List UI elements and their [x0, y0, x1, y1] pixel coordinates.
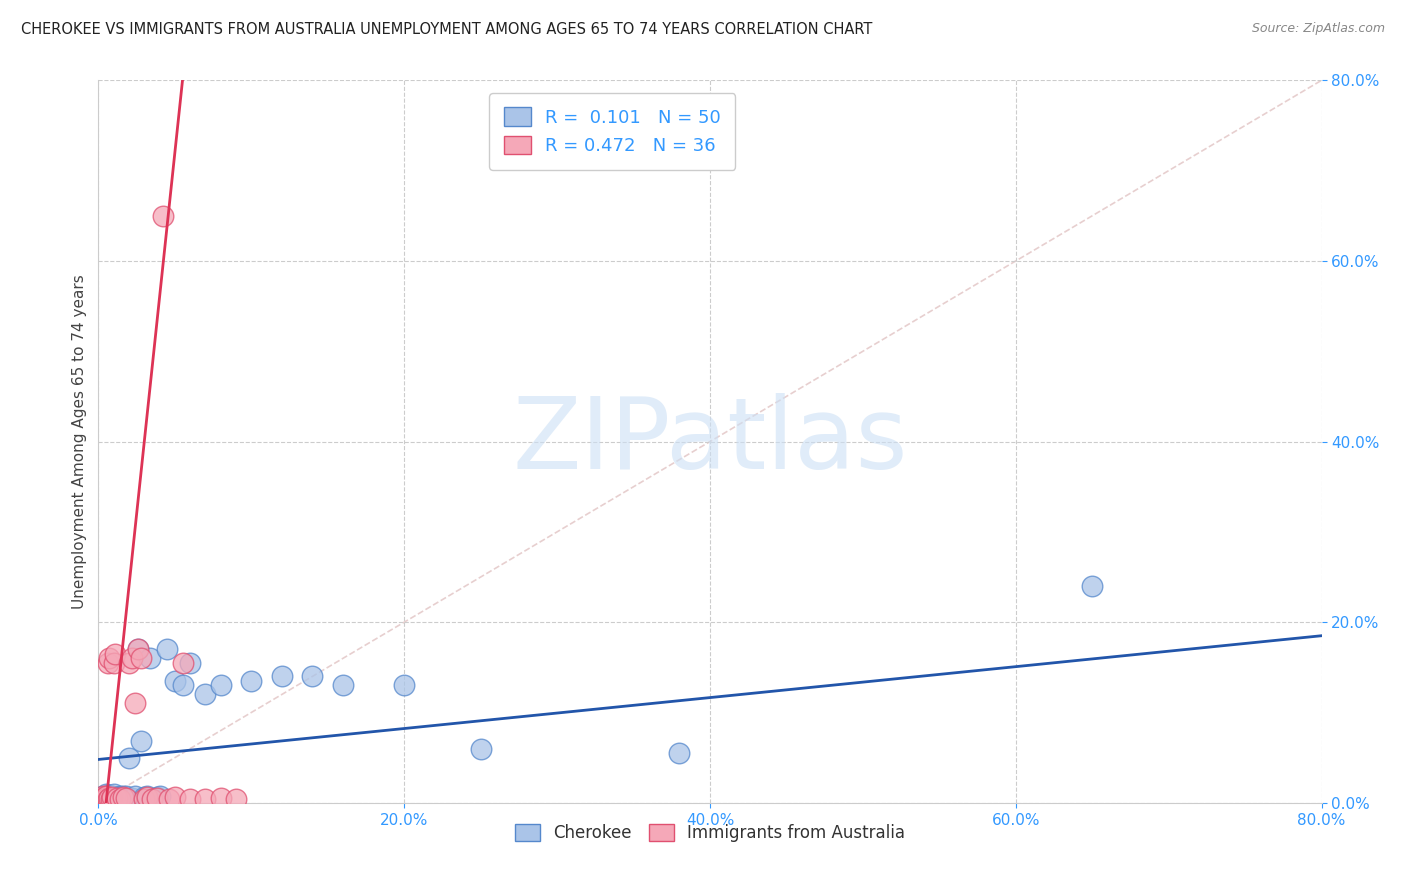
Point [101, 792, 124, 806]
Point [124, 697, 146, 711]
Point [194, 792, 217, 806]
Point [103, 791, 125, 805]
Point [110, 790, 132, 805]
Point [105, 791, 128, 805]
Point [112, 791, 135, 805]
Point [97, 792, 120, 806]
Point [94, 791, 117, 805]
Point [104, 647, 127, 661]
Point [141, 792, 163, 806]
Point [111, 790, 134, 805]
Point [91, 791, 114, 805]
Point [172, 656, 194, 670]
Point [117, 792, 139, 806]
Point [127, 642, 149, 657]
Point [97, 789, 120, 804]
Point [225, 792, 247, 806]
Point [240, 673, 263, 688]
Point [142, 792, 165, 806]
Point [209, 791, 232, 805]
Point [301, 669, 323, 683]
Point [118, 656, 141, 670]
Point [100, 793, 122, 807]
Point [98, 791, 121, 805]
Point [111, 789, 134, 803]
Point [118, 750, 141, 764]
Point [91, 791, 114, 805]
Point [392, 678, 416, 692]
Point [104, 792, 127, 806]
Point [209, 678, 232, 692]
Point [270, 669, 292, 683]
Point [100, 792, 122, 806]
Point [136, 790, 159, 805]
Point [115, 789, 138, 804]
Point [129, 734, 152, 748]
Point [91, 789, 114, 803]
Point [136, 789, 159, 803]
Point [90, 792, 112, 806]
Point [470, 741, 492, 756]
Point [194, 687, 217, 701]
Point [108, 789, 131, 803]
Point [101, 790, 124, 805]
Point [121, 651, 143, 665]
Point [91, 789, 114, 804]
Point [97, 792, 120, 806]
Point [107, 791, 129, 805]
Point [121, 791, 143, 805]
Point [97, 656, 120, 670]
Point [93, 792, 115, 806]
Point [157, 792, 180, 806]
Point [108, 792, 131, 806]
Point [127, 642, 149, 657]
Point [93, 790, 115, 805]
Text: ZIPatlas: ZIPatlas [512, 393, 908, 490]
Point [139, 651, 162, 665]
Point [156, 642, 179, 657]
Point [149, 789, 172, 803]
Point [90, 792, 112, 806]
Point [332, 678, 354, 692]
Point [134, 790, 156, 805]
Point [172, 678, 194, 692]
Text: Source: ZipAtlas.com: Source: ZipAtlas.com [1251, 22, 1385, 36]
Point [101, 789, 124, 803]
Point [129, 651, 152, 665]
Legend: Cherokee, Immigrants from Australia: Cherokee, Immigrants from Australia [509, 817, 911, 848]
Point [179, 792, 201, 806]
Point [103, 787, 125, 801]
Point [103, 656, 125, 670]
Point [163, 790, 186, 805]
Point [93, 792, 115, 806]
Point [124, 789, 146, 804]
Point [94, 787, 117, 801]
Point [98, 651, 121, 665]
Point [100, 789, 122, 804]
Point [98, 791, 121, 805]
Point [163, 673, 186, 688]
Point [179, 656, 201, 670]
Point [115, 791, 138, 805]
Point [152, 209, 174, 223]
Point [98, 788, 121, 802]
Point [145, 791, 167, 805]
Point [94, 789, 117, 803]
Y-axis label: Unemployment Among Ages 65 to 74 years: Unemployment Among Ages 65 to 74 years [72, 274, 87, 609]
Point [145, 790, 167, 805]
Point [1081, 579, 1104, 593]
Point [94, 790, 117, 805]
Point [105, 790, 128, 805]
Text: CHEROKEE VS IMMIGRANTS FROM AUSTRALIA UNEMPLOYMENT AMONG AGES 65 TO 74 YEARS COR: CHEROKEE VS IMMIGRANTS FROM AUSTRALIA UN… [21, 22, 873, 37]
Point [134, 792, 156, 806]
Point [668, 746, 690, 760]
